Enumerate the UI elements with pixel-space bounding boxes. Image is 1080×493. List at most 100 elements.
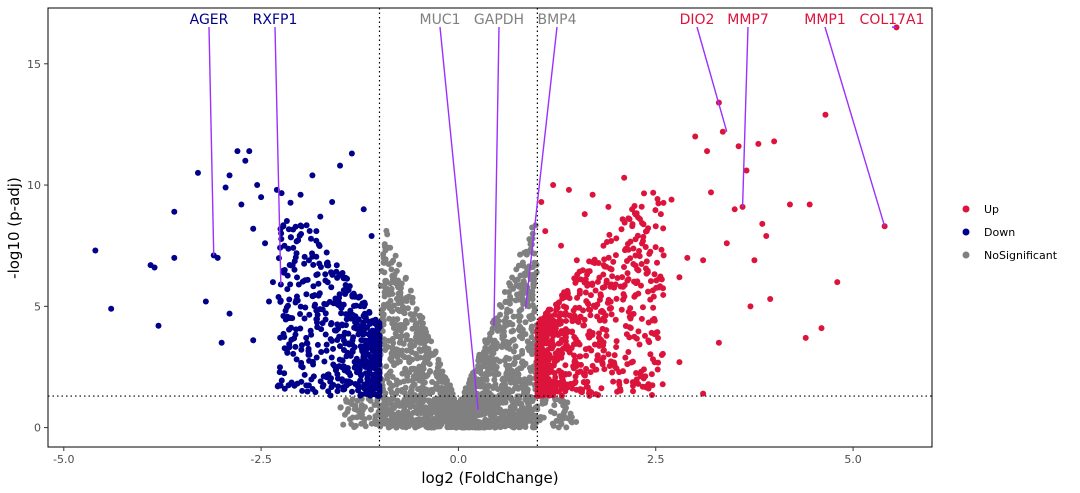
point-up xyxy=(786,201,793,208)
point-down xyxy=(360,319,367,326)
point-down xyxy=(368,232,375,239)
point-up xyxy=(621,282,628,289)
point-nonsignificant xyxy=(492,381,499,388)
point-down xyxy=(254,182,261,189)
point-up xyxy=(580,322,587,329)
point-down xyxy=(345,287,352,294)
point-up xyxy=(571,334,578,341)
point-down xyxy=(246,148,253,155)
point-up xyxy=(822,111,829,118)
point-down xyxy=(202,298,209,305)
point-down xyxy=(336,343,343,350)
point-up xyxy=(544,380,551,387)
point-nonsignificant xyxy=(498,410,505,417)
point-up xyxy=(639,304,646,311)
point-nonsignificant xyxy=(526,291,533,298)
point-nonsignificant xyxy=(386,370,393,377)
point-nonsignificant xyxy=(383,363,390,370)
point-up xyxy=(542,385,549,392)
point-nonsignificant xyxy=(469,382,476,389)
point-nonsignificant xyxy=(522,319,529,326)
point-nonsignificant xyxy=(515,371,522,378)
y-axis-title: -log10 (p-adj) xyxy=(5,177,23,279)
point-up xyxy=(625,246,632,253)
point-down xyxy=(287,199,294,206)
point-up xyxy=(649,382,656,389)
point-nonsignificant xyxy=(390,316,397,323)
point-up xyxy=(616,381,623,388)
point-up xyxy=(562,309,569,316)
point-nonsignificant xyxy=(376,412,383,419)
point-nonsignificant xyxy=(388,266,395,273)
point-up xyxy=(539,392,546,399)
point-down xyxy=(294,274,301,281)
point-up xyxy=(551,370,558,377)
point-down xyxy=(304,340,311,347)
point-nonsignificant xyxy=(516,365,523,372)
point-down xyxy=(258,194,265,201)
point-down xyxy=(336,333,343,340)
point-up xyxy=(559,382,566,389)
point-up xyxy=(633,335,640,342)
point-up xyxy=(542,228,549,235)
point-nonsignificant xyxy=(416,363,423,370)
point-nonsignificant xyxy=(529,351,536,358)
point-down xyxy=(333,262,340,269)
point-down xyxy=(281,266,288,273)
point-up xyxy=(636,248,643,255)
point-down xyxy=(342,322,349,329)
point-down xyxy=(370,386,377,393)
point-nonsignificant xyxy=(428,352,435,359)
point-nonsignificant xyxy=(345,405,352,412)
point-up xyxy=(623,378,630,385)
point-nonsignificant xyxy=(366,414,373,421)
point-nonsignificant xyxy=(437,399,444,406)
point-nonsignificant xyxy=(407,399,414,406)
point-up xyxy=(660,291,667,298)
point-nonsignificant xyxy=(418,339,425,346)
point-up xyxy=(626,334,633,341)
points-layer xyxy=(92,24,900,431)
gene-labels: AGER RXFP1 MUC1 GAPDH BMP4 DIO2 MMP7 MMP1 COL17A… xyxy=(190,12,925,28)
point-nonsignificant xyxy=(349,401,356,408)
point-nonsignificant xyxy=(483,376,490,383)
point-nonsignificant xyxy=(491,323,498,330)
point-down xyxy=(373,327,380,334)
point-nonsignificant xyxy=(496,398,503,405)
point-nonsignificant xyxy=(380,312,387,319)
point-down xyxy=(361,385,368,392)
point-nonsignificant xyxy=(406,359,413,366)
point-down xyxy=(299,278,306,285)
point-up xyxy=(652,207,659,214)
gene-label-dio2: DIO2 xyxy=(680,12,715,28)
point-down xyxy=(323,341,330,348)
point-down xyxy=(339,357,346,364)
point-up xyxy=(591,341,598,348)
point-nonsignificant xyxy=(396,358,403,365)
point-down xyxy=(361,301,368,308)
point-down xyxy=(353,355,360,362)
point-nonsignificant xyxy=(400,409,407,416)
point-up xyxy=(627,305,634,312)
point-nonsignificant xyxy=(464,412,471,419)
point-up xyxy=(654,366,661,373)
point-nonsignificant xyxy=(519,259,526,266)
point-up xyxy=(573,340,580,347)
point-up xyxy=(552,321,559,328)
point-up xyxy=(594,352,601,359)
point-nonsignificant xyxy=(506,339,513,346)
point-nonsignificant xyxy=(414,368,421,375)
point-down xyxy=(309,172,316,179)
point-nonsignificant xyxy=(427,410,434,417)
point-nonsignificant xyxy=(354,397,361,404)
point-down xyxy=(286,344,293,351)
point-nonsignificant xyxy=(410,409,417,416)
point-nonsignificant xyxy=(402,317,409,324)
point-nonsignificant xyxy=(557,398,564,405)
point-down xyxy=(218,339,225,346)
point-down xyxy=(367,331,374,338)
point-down xyxy=(358,337,365,344)
point-down xyxy=(226,310,233,317)
point-down xyxy=(372,316,379,323)
point-nonsignificant xyxy=(515,400,522,407)
